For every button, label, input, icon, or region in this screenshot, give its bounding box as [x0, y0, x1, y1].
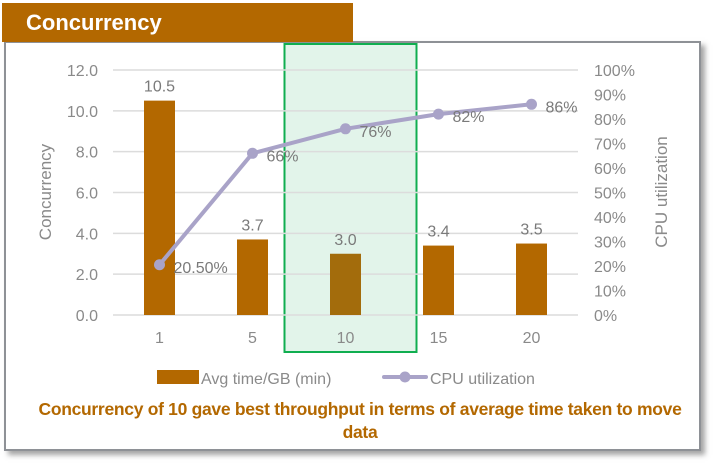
y-tick-label-right: 100%: [594, 63, 635, 80]
y-tick-label-right: 0%: [594, 308, 617, 325]
line-data-label: 76%: [360, 124, 392, 141]
bar: [330, 253, 361, 315]
y-tick-label-right: 40%: [594, 210, 626, 227]
y-tick-label-left: 8.0: [76, 145, 98, 162]
x-tick-label: 10: [337, 330, 355, 347]
y-tick-label-left: 4.0: [76, 226, 98, 243]
bar-data-label: 3.5: [520, 222, 542, 239]
bar: [144, 100, 175, 315]
y-tick-label-right: 10%: [594, 284, 626, 301]
x-tick-label: 1: [155, 330, 164, 347]
y-tick-label-right: 50%: [594, 186, 626, 203]
legend-swatch-marker: [399, 371, 411, 383]
line-data-label: 20.50%: [174, 260, 228, 277]
y-tick-label-left: 6.0: [76, 186, 98, 203]
cpu-point: [433, 108, 444, 120]
bar-data-label: 3.0: [334, 232, 356, 249]
legend-label-bar: Avg time/GB (min): [201, 371, 331, 388]
y-tick-label-left: 0.0: [76, 308, 98, 325]
line-data-label: 86%: [546, 99, 578, 116]
y-tick-label-left: 12.0: [67, 63, 98, 80]
y-axis-title-right: CPU utilization: [652, 136, 671, 248]
x-tick-label: 5: [248, 330, 257, 347]
y-tick-label-right: 80%: [594, 112, 626, 129]
y-tick-label-right: 90%: [594, 88, 626, 105]
bar: [516, 243, 547, 315]
legend-label-line: CPU utilization: [430, 371, 535, 388]
y-tick-label-right: 30%: [594, 235, 626, 252]
y-tick-label-left: 2.0: [76, 267, 98, 284]
line-data-label: 66%: [267, 148, 299, 165]
y-tick-label-left: 10.0: [67, 104, 98, 121]
legend-swatch-bar: [157, 370, 199, 384]
cpu-point: [526, 98, 537, 110]
cpu-point: [247, 147, 258, 159]
bar: [423, 245, 454, 315]
bar: [237, 239, 268, 315]
y-tick-label-right: 20%: [594, 259, 626, 276]
y-axis-title-left: Concurrency: [36, 143, 55, 240]
bar-data-label: 10.5: [144, 79, 175, 96]
bar-data-label: 3.4: [427, 224, 449, 241]
cpu-point: [154, 259, 165, 271]
y-tick-label-right: 60%: [594, 161, 626, 178]
x-tick-label: 15: [430, 330, 448, 347]
line-data-label: 82%: [453, 109, 485, 126]
bar-data-label: 3.7: [241, 217, 263, 234]
chart-caption: Concurrency of 10 gave best throughput i…: [38, 399, 682, 442]
title-banner: Concurrency: [2, 3, 353, 42]
y-tick-label-right: 70%: [594, 137, 626, 154]
x-tick-label: 20: [523, 330, 541, 347]
cpu-point: [340, 123, 351, 135]
